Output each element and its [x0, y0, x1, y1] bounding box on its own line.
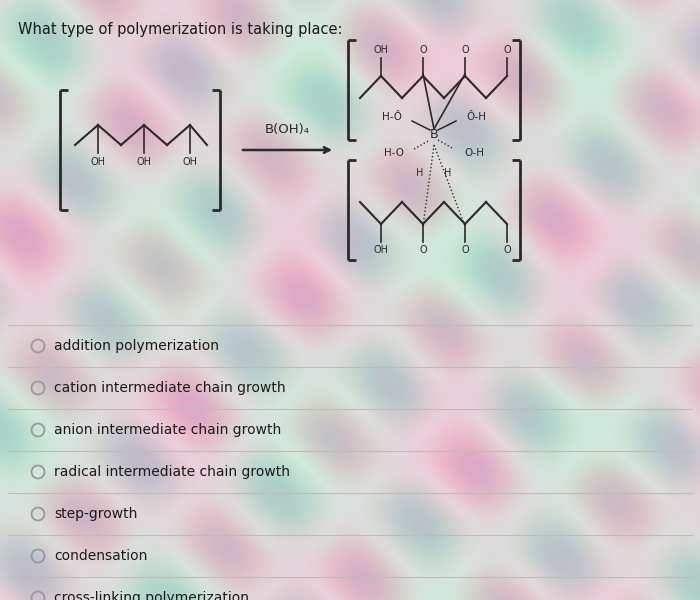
Text: anion intermediate chain growth: anion intermediate chain growth [54, 423, 281, 437]
Text: O: O [461, 245, 469, 255]
Text: O: O [503, 45, 511, 55]
Text: B(OH)₄: B(OH)₄ [265, 123, 309, 136]
Text: H-O: H-O [384, 148, 404, 158]
Text: condensation: condensation [54, 549, 148, 563]
Text: OH: OH [374, 245, 388, 255]
Text: OH: OH [136, 157, 151, 167]
Text: OH: OH [90, 157, 106, 167]
Text: H-Ô: H-Ô [382, 112, 402, 122]
Text: OH: OH [183, 157, 197, 167]
Text: cation intermediate chain growth: cation intermediate chain growth [54, 381, 286, 395]
Text: radical intermediate chain growth: radical intermediate chain growth [54, 465, 290, 479]
Text: What type of polymerization is taking place:: What type of polymerization is taking pl… [18, 22, 342, 37]
Text: Ô-H: Ô-H [466, 112, 486, 122]
Text: cross-linking polymerization: cross-linking polymerization [54, 591, 249, 600]
Text: O-H: O-H [464, 148, 484, 158]
Text: O: O [419, 245, 427, 255]
Text: O: O [461, 45, 469, 55]
Text: step-growth: step-growth [54, 507, 137, 521]
Text: OH: OH [374, 45, 388, 55]
Text: O: O [419, 45, 427, 55]
Text: O: O [503, 245, 511, 255]
Text: H: H [444, 168, 452, 178]
Text: B: B [430, 128, 438, 142]
Text: addition polymerization: addition polymerization [54, 339, 219, 353]
Text: H: H [416, 168, 424, 178]
